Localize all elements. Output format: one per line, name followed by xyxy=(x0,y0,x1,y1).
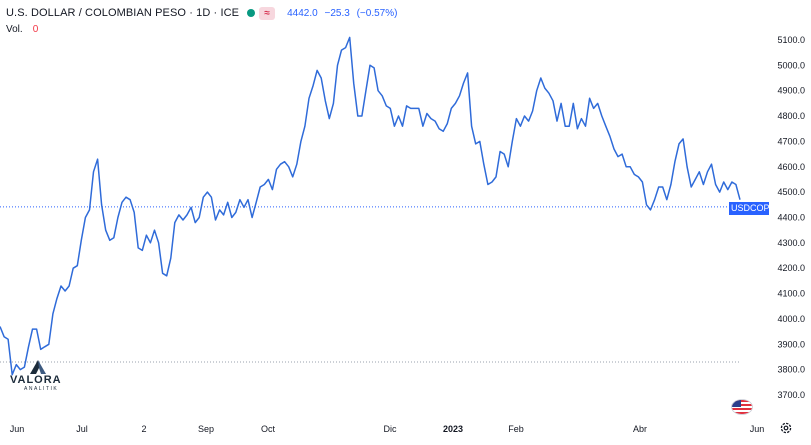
x-tick-label: Jun xyxy=(10,424,25,434)
y-tick-label: 4700.0 xyxy=(777,136,805,146)
x-tick-label: Jul xyxy=(76,424,88,434)
y-tick-label: 4400.0 xyxy=(777,212,805,222)
x-tick-label: Sep xyxy=(198,424,214,434)
volume-value: 0 xyxy=(32,24,39,35)
y-tick-label: 5100.0 xyxy=(777,35,805,45)
volume-indicator[interactable]: Vol. 0 xyxy=(6,24,38,35)
x-tick-label: Abr xyxy=(633,424,647,434)
y-tick-label: 3800.0 xyxy=(777,365,805,375)
y-tick-label: 4000.0 xyxy=(777,314,805,324)
y-tick-label: 4500.0 xyxy=(777,187,805,197)
symbol-title[interactable]: U.S. DOLLAR / COLOMBIAN PESO · 1D · ICE xyxy=(6,7,240,19)
y-tick-label: 4800.0 xyxy=(777,111,805,121)
y-tick-label: 5000.0 xyxy=(777,60,805,70)
valora-logo: VALORA ANALITIK xyxy=(10,358,70,394)
y-tick-label: 4200.0 xyxy=(777,263,805,273)
last-price-label: USDCOP 4442.0 xyxy=(729,202,797,215)
logo-subtitle: ANALITIK xyxy=(24,386,59,392)
y-tick-label: 4300.0 xyxy=(777,238,805,248)
price-readout: 4442.0 −25.3 (−0.57%) xyxy=(287,8,401,19)
y-tick-label: 4600.0 xyxy=(777,162,805,172)
y-tick-label: 3700.0 xyxy=(777,390,805,400)
ticker-label: USDCOP xyxy=(731,203,770,213)
logo-mark-icon xyxy=(30,360,46,374)
reference-lines xyxy=(0,206,771,363)
last-price-axis-value: 4442.0 xyxy=(769,203,798,213)
chart-legend-header: U.S. DOLLAR / COLOMBIAN PESO · 1D · ICE … xyxy=(6,5,401,21)
y-tick-label: 4900.0 xyxy=(777,86,805,96)
price-change-percent: (−0.57%) xyxy=(356,7,398,19)
x-tick-label: Jun xyxy=(750,424,765,434)
gear-icon[interactable] xyxy=(779,421,793,435)
last-price: 4442.0 xyxy=(287,7,318,19)
us-flag-icon[interactable] xyxy=(731,399,753,415)
y-axis[interactable]: 3700.0 3800.0 3900.0 4000.0 4100.0 4200.0 4300… xyxy=(777,35,805,400)
volume-label: Vol. xyxy=(6,24,23,35)
logo-name: VALORA xyxy=(10,374,62,386)
price-series-line xyxy=(0,36,741,376)
x-tick-label: Oct xyxy=(261,424,276,434)
y-tick-label: 3900.0 xyxy=(777,339,805,349)
x-tick-label: 2 xyxy=(141,424,146,434)
x-axis[interactable]: Jun Jul 2 Sep Oct Dic 2023 Feb Abr Jun xyxy=(10,424,765,434)
market-status-icon xyxy=(247,9,256,17)
y-tick-label: 4100.0 xyxy=(777,289,805,299)
x-tick-label: Dic xyxy=(384,424,397,434)
x-tick-label: 2023 xyxy=(443,424,463,434)
price-change: −25.3 xyxy=(324,7,350,19)
x-tick-label: Feb xyxy=(508,424,524,434)
approx-badge: ≈ xyxy=(259,6,276,20)
